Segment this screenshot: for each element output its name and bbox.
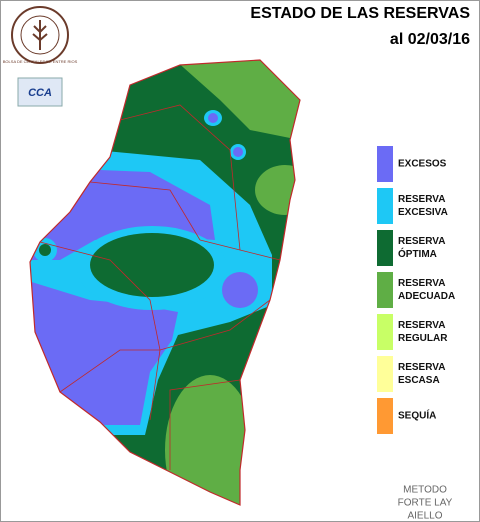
zone-optima <box>39 244 51 256</box>
legend-label: RESERVA <box>398 194 445 205</box>
method-line: AIELLO <box>407 511 442 522</box>
date: al 02/03/16 <box>390 31 470 48</box>
zone-excesos <box>30 280 178 425</box>
cca-logo: CCA <box>17 77 63 107</box>
legend-label: REGULAR <box>398 333 448 344</box>
legend-label: ADECUADA <box>398 291 455 302</box>
legend-label: RESERVA <box>398 278 445 289</box>
district-lines <box>39 104 281 470</box>
method-line: METODO <box>403 485 447 496</box>
method-line: FORTE LAY <box>398 498 453 509</box>
legend-label: ÓPTIMA <box>398 247 437 260</box>
legend-label: EXCESIVA <box>398 207 448 218</box>
zone-excesos <box>208 113 218 123</box>
province-outline <box>29 59 301 506</box>
legend-swatch <box>377 188 393 224</box>
cca-text: CCA <box>28 87 52 99</box>
title: ESTADO DE LAS RESERVAS <box>250 5 470 22</box>
legend-label: EXCESOS <box>398 159 447 170</box>
legend-swatch <box>377 272 393 308</box>
legend-swatch <box>377 230 393 266</box>
zone-excesos <box>222 272 258 308</box>
legend-label: RESERVA <box>398 362 445 373</box>
legend-label: ESCASA <box>398 375 440 386</box>
zone-excesos <box>233 147 243 157</box>
legend-swatch <box>377 314 393 350</box>
legend-label: SEQUÍA <box>398 409 436 422</box>
legend-label: RESERVA <box>398 320 445 331</box>
legend-swatch <box>377 398 393 434</box>
legend-swatch <box>377 146 393 182</box>
legend-label: RESERVA <box>398 236 445 247</box>
legend: EXCESOSRESERVAEXCESIVARESERVAÓPTIMARESER… <box>377 146 455 434</box>
zone-adecuada <box>255 165 300 215</box>
bolsa-logo: BOLSA DE CEREALES DE ENTRE RIOS <box>3 6 78 64</box>
bolsa-text: BOLSA DE CEREALES DE ENTRE RIOS <box>3 59 78 64</box>
legend-swatch <box>377 356 393 392</box>
zone-optima <box>90 233 214 297</box>
